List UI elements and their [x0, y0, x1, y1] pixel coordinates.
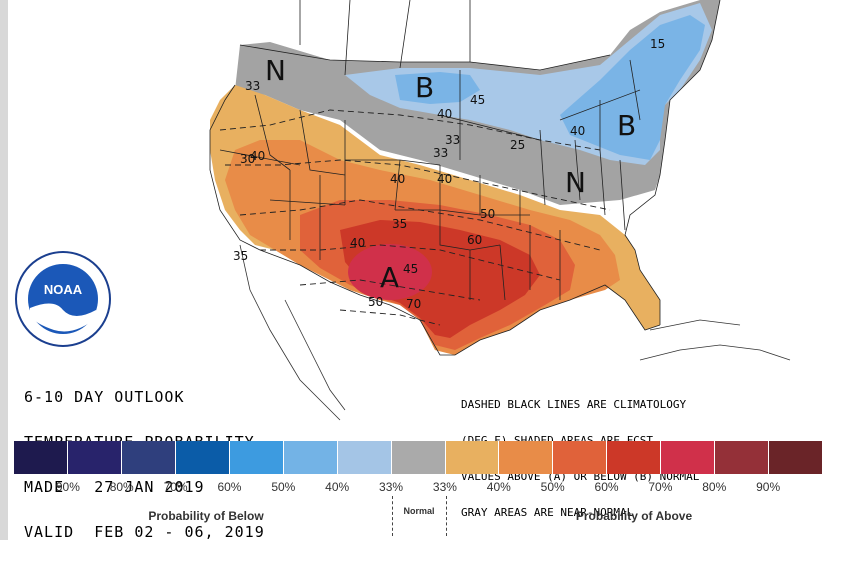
percent-label: 33% [379, 480, 404, 494]
contour-label: 40 [250, 149, 265, 163]
contour-label: 25 [510, 138, 525, 152]
legend-note-line-1: DASHED BLACK LINES ARE CLIMATOLOGY [461, 398, 687, 411]
normal-divider-left [392, 496, 393, 536]
percent-label: 50% [540, 480, 565, 494]
probability-below-label: Probability of Below [148, 509, 264, 523]
noaa-logo-text: NOAA [44, 282, 83, 297]
contour-label: 60 [467, 233, 482, 247]
outlook-line-1: 6-10 DAY OUTLOOK [24, 388, 185, 406]
temperature-outlook-map: N B B N A 15 33 40 45 33 40 33 25 30 40 … [209, 0, 791, 421]
region-below-40-northeast [560, 15, 705, 160]
percent-label: 90% [55, 480, 80, 494]
contour-label: 40 [390, 172, 405, 186]
region-above-70 [348, 244, 432, 300]
percent-label: 80% [109, 480, 134, 494]
contour-label: 40 [437, 172, 452, 186]
color-swatch [715, 441, 770, 474]
percent-label: 40% [325, 480, 350, 494]
color-swatch [391, 441, 446, 474]
letter-n-northwest: N [265, 54, 286, 87]
percent-label: 33% [432, 480, 457, 494]
color-swatch [337, 441, 392, 474]
region-below-40 [395, 72, 480, 104]
probability-above-label: Probability of Above [575, 509, 693, 523]
boundaries [209, 0, 721, 356]
contour-label: 40 [570, 124, 585, 138]
category-letters: N B B N A [265, 54, 636, 294]
color-swatch [121, 441, 176, 474]
frame-edge [0, 0, 8, 540]
color-swatch [283, 441, 338, 474]
contour-label: 40 [437, 107, 452, 121]
contour-label: 45 [470, 93, 485, 107]
contour-label: 50 [480, 207, 495, 221]
climatology-lines [219, 109, 611, 326]
contour-label: 33 [433, 146, 448, 160]
color-swatch [175, 441, 230, 474]
noaa-logo-icon: NOAA [15, 251, 111, 347]
contour-label: 40 [350, 236, 365, 250]
contour-label: 15 [650, 37, 665, 51]
color-swatch [553, 441, 608, 474]
color-swatch [14, 441, 68, 474]
contour-label: 33 [245, 79, 260, 93]
color-swatch [661, 441, 716, 474]
percent-label: 90% [756, 480, 781, 494]
percent-label: 60% [217, 480, 242, 494]
normal-divider-right [446, 496, 447, 536]
contour-label: 30 [240, 152, 255, 166]
outlook-line-4: VALID FEB 02 - 06, 2019 [24, 523, 265, 541]
color-swatch [607, 441, 662, 474]
probability-color-bar [14, 441, 823, 474]
contour-label: 33 [445, 133, 460, 147]
color-swatch [445, 441, 500, 474]
legend-note-line-4: GRAY AREAS ARE NEAR-NORMAL [461, 506, 634, 519]
outlook-line-3: MADE 27 JAN 2019 [24, 478, 205, 496]
percent-label: 70% [163, 480, 188, 494]
percent-label: 70% [648, 480, 673, 494]
letter-n-east: N [565, 166, 586, 199]
color-swatch [769, 441, 823, 474]
contour-label: 50 [368, 295, 383, 309]
percent-label: 40% [486, 480, 511, 494]
color-swatch [499, 441, 554, 474]
neighbor-outlines [239, 244, 791, 421]
map-frame: N B B N A 15 33 40 45 33 40 33 25 30 40 … [0, 0, 823, 541]
contour-label: 70 [406, 297, 421, 311]
percent-label: 50% [271, 480, 296, 494]
color-swatch [67, 441, 122, 474]
contour-labels: 15 33 40 45 33 40 33 25 30 40 40 35 40 5… [233, 37, 665, 311]
percent-label: 80% [702, 480, 727, 494]
contour-label: 45 [403, 262, 418, 276]
contour-label: 35 [233, 249, 248, 263]
contour-label: 35 [392, 217, 407, 231]
letter-a-south: A [380, 261, 399, 294]
letter-b-north: B [415, 71, 434, 104]
color-swatch [229, 441, 284, 474]
letter-b-northeast: B [617, 109, 636, 142]
percent-label: 60% [594, 480, 619, 494]
normal-label: Normal [403, 506, 435, 516]
